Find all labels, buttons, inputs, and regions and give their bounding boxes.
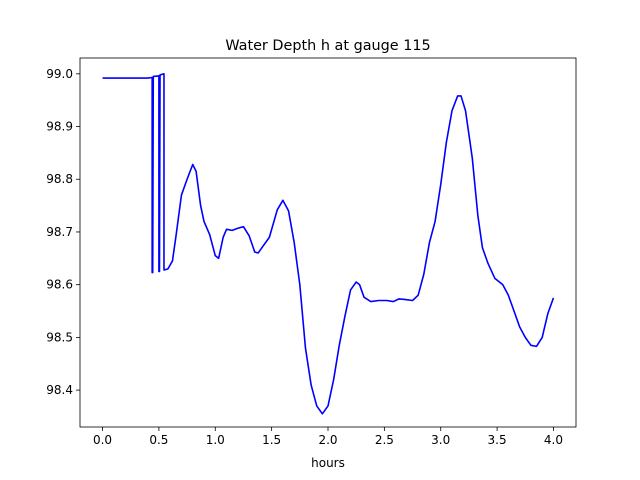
y-tick-label: 98.9 — [46, 120, 73, 134]
y-tick-label: 98.5 — [46, 330, 73, 344]
y-tick-label: 98.8 — [46, 172, 73, 186]
x-tick-label: 1.0 — [206, 433, 225, 447]
y-tick-label: 98.6 — [46, 278, 73, 292]
x-tick-label: 3.0 — [431, 433, 450, 447]
chart-title: Water Depth h at gauge 115 — [225, 38, 430, 54]
x-tick-label: 2.0 — [318, 433, 337, 447]
plot-area: 0.0 0.5 1.0 1.5 2.0 2.5 3.0 3.5 4.0 98.4 98.5 98.6 9… — [46, 57, 577, 447]
x-tick-label: 0.0 — [93, 433, 112, 447]
series-line-0 — [102, 73, 555, 415]
x-tick-label: 4.0 — [544, 433, 563, 447]
x-tick-label: 1.5 — [262, 433, 281, 447]
x-tick-label: 3.5 — [488, 433, 507, 447]
x-tick-label: 0.5 — [149, 433, 168, 447]
y-tick-label: 99.0 — [46, 67, 73, 81]
x-axis-label: hours — [311, 456, 345, 470]
y-tick-label: 98.4 — [46, 383, 73, 397]
y-tick-label: 98.7 — [46, 225, 73, 239]
x-tick-label: 2.5 — [375, 433, 394, 447]
